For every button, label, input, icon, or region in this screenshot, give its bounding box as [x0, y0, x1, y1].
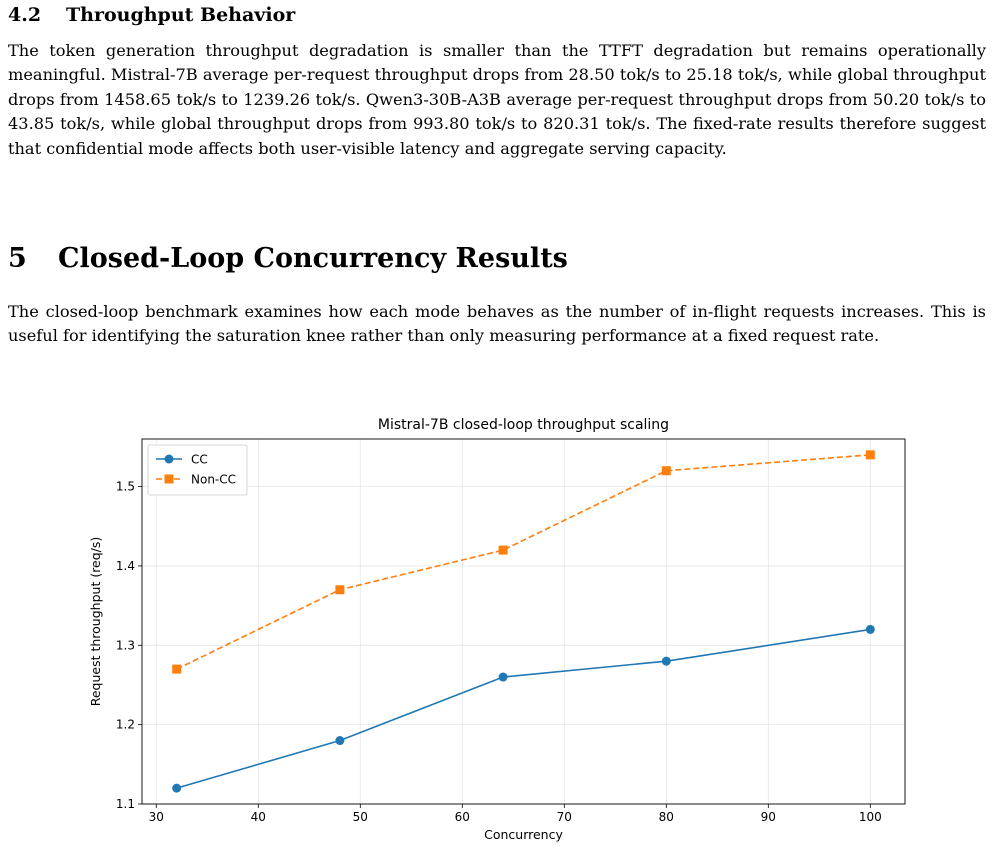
- data-point-cc: [335, 736, 345, 746]
- subsection-title: Throughput Behavior: [66, 4, 296, 26]
- x-tick-label: 80: [659, 810, 674, 824]
- section-title: Closed-Loop Concurrency Results: [58, 243, 568, 274]
- x-tick-label: 30: [149, 810, 164, 824]
- x-tick-label: 100: [859, 810, 882, 824]
- data-point-non-cc: [865, 450, 875, 460]
- section-heading: 5 Closed-Loop Concurrency Results: [8, 243, 568, 274]
- data-point-non-cc: [335, 585, 345, 595]
- y-tick-label: 1.1: [116, 797, 135, 811]
- subsection-heading: 4.2 Throughput Behavior: [8, 4, 295, 26]
- data-point-cc: [172, 783, 182, 793]
- x-tick-label: 90: [761, 810, 776, 824]
- chart-title: Mistral-7B closed-loop throughput scalin…: [378, 417, 669, 433]
- x-axis-label: Concurrency: [484, 827, 563, 842]
- axes-frame: [141, 438, 906, 805]
- y-tick-label: 1.2: [116, 718, 135, 732]
- y-tick-label: 1.5: [116, 480, 135, 494]
- plot-area: [142, 439, 905, 804]
- y-tick-label: 1.3: [116, 638, 135, 652]
- series-line-non-cc: [176, 454, 871, 670]
- subsection-number: 4.2: [8, 4, 42, 26]
- y-tick-label: 1.4: [116, 559, 135, 573]
- data-point-cc: [498, 672, 508, 682]
- data-point-non-cc: [172, 664, 182, 674]
- x-tick-label: 60: [455, 810, 470, 824]
- throughput-figure: 30 40 50 60 70 80 90 100 1.1 1.2 1.3 1.4 1.5 Mistral-…: [80, 408, 995, 854]
- section-paragraph: The closed-loop benchmark examines how e…: [8, 302, 986, 346]
- legend-marker-cc: [164, 454, 174, 464]
- legend-marker-non-cc: [164, 474, 174, 484]
- section-number: 5: [8, 243, 27, 274]
- y-axis-label: Request throughput (req/s): [88, 537, 103, 707]
- subsection-paragraph: The token generation throughput degradat…: [8, 41, 986, 158]
- data-point-non-cc: [661, 466, 671, 476]
- legend-label-non-cc: Non-CC: [191, 473, 236, 487]
- data-point-cc: [661, 656, 671, 666]
- legend-label-cc: CC: [191, 453, 208, 467]
- x-tick-label: 50: [353, 810, 368, 824]
- throughput-chart: 30 40 50 60 70 80 90 100 1.1 1.2 1.3 1.4 1.5 Mistral-…: [88, 417, 906, 842]
- data-point-non-cc: [498, 545, 508, 555]
- x-tick-label: 40: [251, 810, 266, 824]
- x-tick-label: 70: [557, 810, 572, 824]
- data-point-cc: [865, 624, 875, 634]
